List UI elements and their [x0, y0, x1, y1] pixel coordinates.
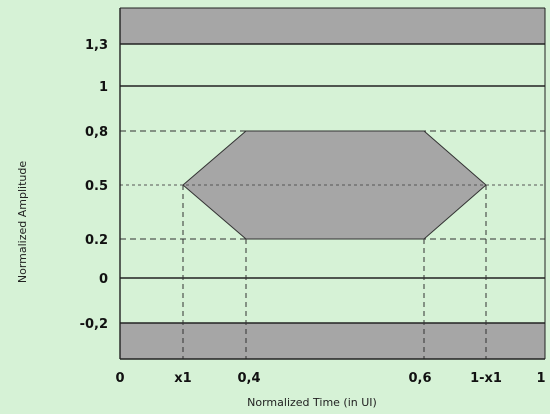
lower-mask-region	[120, 323, 545, 359]
y-tick-0: 0	[99, 272, 108, 287]
x-tick-0: 0	[115, 371, 124, 386]
y-tick-0-2: 0.2	[85, 233, 108, 248]
y-tick-1-3: 1,3	[85, 38, 108, 53]
y-axis-title: Normalized Amplitude	[16, 161, 29, 283]
x-axis-title: Normalized Time (in UI)	[247, 396, 377, 409]
x-tick-x1: x1	[174, 371, 191, 386]
x-tick-0-6: 0,6	[408, 371, 431, 386]
upper-mask-region	[120, 8, 545, 44]
y-tick-neg-0-2: -0,2	[80, 317, 108, 332]
x-tick-1-x1: 1-x1	[470, 371, 502, 386]
x-tick-0-4: 0,4	[237, 371, 260, 386]
x-tick-1: 1	[536, 371, 545, 386]
y-tick-0-8: 0,8	[85, 125, 108, 140]
y-tick-1: 1	[99, 80, 108, 95]
y-tick-0-5: 0.5	[85, 179, 108, 194]
